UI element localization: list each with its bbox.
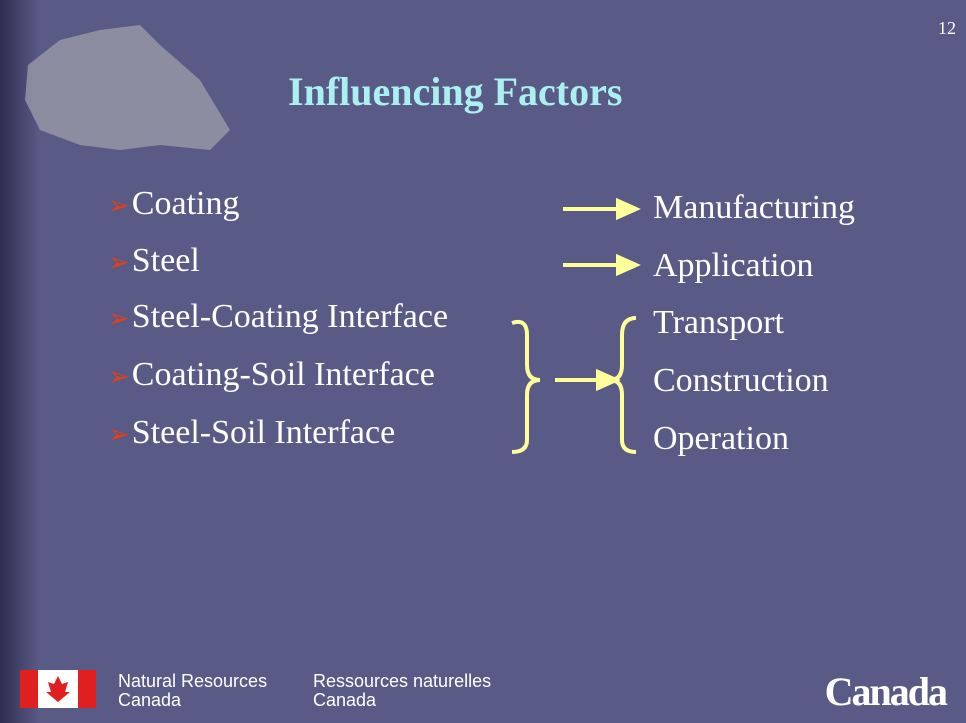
factor: Application [653,247,814,285]
factor: Operation [653,420,789,458]
bullet: Coating-Soil Interface [108,356,435,394]
canada-wordmark: Canada [825,668,946,715]
braces [512,318,636,452]
factor: Construction [653,362,829,400]
slide-title: Influencing Factors [288,68,622,115]
footer-line: Canada [118,690,181,710]
footer-line: Canada [313,690,376,710]
factor: Manufacturing [653,189,855,227]
factor: Transport [653,304,784,342]
bullet: Steel [108,242,200,280]
footer-line: Natural Resources [118,671,267,691]
map-of-canada [25,25,230,150]
slide: 12 Influencing Factors Coating Steel Ste… [0,0,966,723]
bullet: Coating [108,185,239,223]
slide-number: 12 [938,18,956,39]
footer-line: Ressources naturelles [313,671,491,691]
bullet: Steel-Coating Interface [108,298,448,336]
flag [20,670,96,708]
bullet: Steel-Soil Interface [108,414,395,452]
